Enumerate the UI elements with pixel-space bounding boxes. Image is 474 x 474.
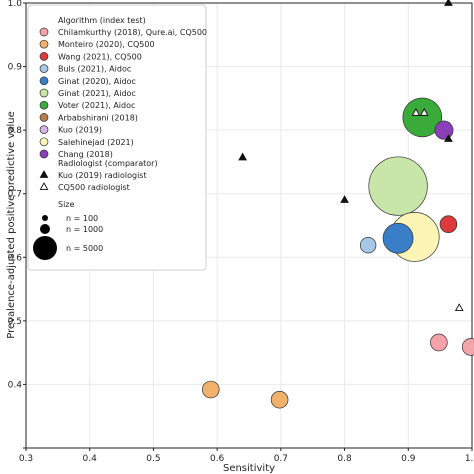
legend-label: Monteiro (2020), CQ500 [58, 40, 155, 49]
y-tick-label: 0.4 [8, 380, 23, 390]
legend-label: Chang (2018) [58, 150, 113, 159]
legend-marker [39, 76, 49, 86]
data-point [368, 156, 428, 216]
legend-label: Voter (2021), Aidoc [58, 101, 135, 110]
x-tick-label: 1.0 [465, 454, 474, 464]
data-point [439, 215, 458, 234]
legend-label: Ginat (2021), Aidoc [58, 89, 136, 98]
legend-marker [39, 125, 49, 134]
x-tick-label: 0.3 [19, 454, 33, 464]
legend-label: Buls (2021), Aidoc [58, 65, 131, 74]
legend-label: Ginat (2020), Aidoc [58, 77, 136, 86]
cq500-radiologist-point [454, 303, 464, 311]
legend-marker [39, 100, 49, 110]
legend-marker [39, 149, 49, 159]
size-legend-label: n = 100 [66, 214, 98, 223]
y-tick-label: 0.5 [8, 317, 22, 327]
legend-frame [27, 4, 207, 271]
radiologist-point [444, 134, 453, 142]
size-legend-marker [33, 236, 57, 260]
plot-frame [25, 2, 473, 449]
legend-label: Arbabshirani (2018) [58, 113, 138, 122]
legend-marker [39, 137, 49, 147]
legend-marker [39, 27, 49, 37]
y-tick-label: 0.9 [8, 63, 23, 73]
legend-algorithm-header: Algorithm (index test) [58, 16, 146, 25]
x-tick-label: 0.8 [337, 454, 352, 464]
x-tick-label: 0.9 [401, 454, 416, 464]
legend-series: Chilamkurthy (2018), Qure.ai, CQ500 Monte… [39, 27, 207, 159]
x-tick-label: 0.4 [83, 454, 98, 464]
radiologist-point [238, 152, 247, 161]
cq500-radiologist-point [419, 108, 429, 116]
legend-label: Salehinejad (2021) [58, 138, 134, 147]
data-point [359, 237, 377, 254]
size-legend-marker [40, 224, 50, 234]
y-axis-label: Prevalence-adjusted positive predictive … [6, 111, 17, 339]
y-tick-label: 0.8 [8, 126, 23, 136]
cq500-radiologist-point [411, 108, 421, 116]
y-tick-label: 0.7 [8, 190, 22, 200]
data-point [402, 97, 443, 138]
axis-ticks: 0.3 0.4 0.5 0.6 0.7 0.8 0.9 1.0 0.4 0.5 0.6 0.7 0.8 0… [8, 0, 474, 464]
x-tick-label: 0.7 [274, 454, 288, 464]
size-legend-label: n = 1000 [66, 225, 103, 234]
legend-label: Wang (2021), CQ500 [58, 52, 142, 61]
legend-radiologist-header: Radiologist (comparator) [58, 159, 158, 168]
radiologist-point [444, 0, 453, 6]
legend-size-header: Size [58, 200, 75, 209]
y-tick-label: 0.6 [8, 253, 23, 263]
data-point [270, 390, 289, 409]
y-tick-label: 1.0 [8, 0, 23, 9]
data-point [461, 338, 474, 356]
radiologist-point [340, 195, 349, 203]
legend-label: Kuo (2019) [58, 126, 102, 135]
data-point [434, 120, 454, 140]
data-marks [201, 0, 474, 409]
legend-sizes: n = 100 n = 1000 n = 5000 [33, 214, 103, 260]
x-tick-label: 0.5 [146, 454, 160, 464]
legend-marker [39, 39, 49, 49]
legend-radiologists: Kuo (2019) radiologist CQ500 radiologist [39, 170, 147, 192]
data-point [430, 333, 448, 352]
size-legend-marker [42, 215, 48, 221]
legend-marker [39, 113, 49, 122]
legend-label: Kuo (2019) radiologist [58, 171, 147, 180]
data-point [201, 380, 220, 399]
x-axis-label: Sensitivity [223, 463, 275, 474]
data-point [382, 222, 414, 254]
legend-label: Chilamkurthy (2018), Qure.ai, CQ500 [58, 28, 207, 37]
legend: Algorithm (index test) Chilamkurthy (201… [27, 4, 207, 271]
size-legend-label: n = 5000 [66, 244, 103, 253]
legend-marker [39, 182, 49, 190]
legend-marker [39, 64, 49, 73]
legend-marker [39, 170, 49, 178]
legend-label: CQ500 radiologist [58, 183, 130, 192]
legend-marker [39, 88, 49, 98]
x-tick-label: 0.6 [210, 454, 225, 464]
legend-marker [39, 52, 49, 61]
